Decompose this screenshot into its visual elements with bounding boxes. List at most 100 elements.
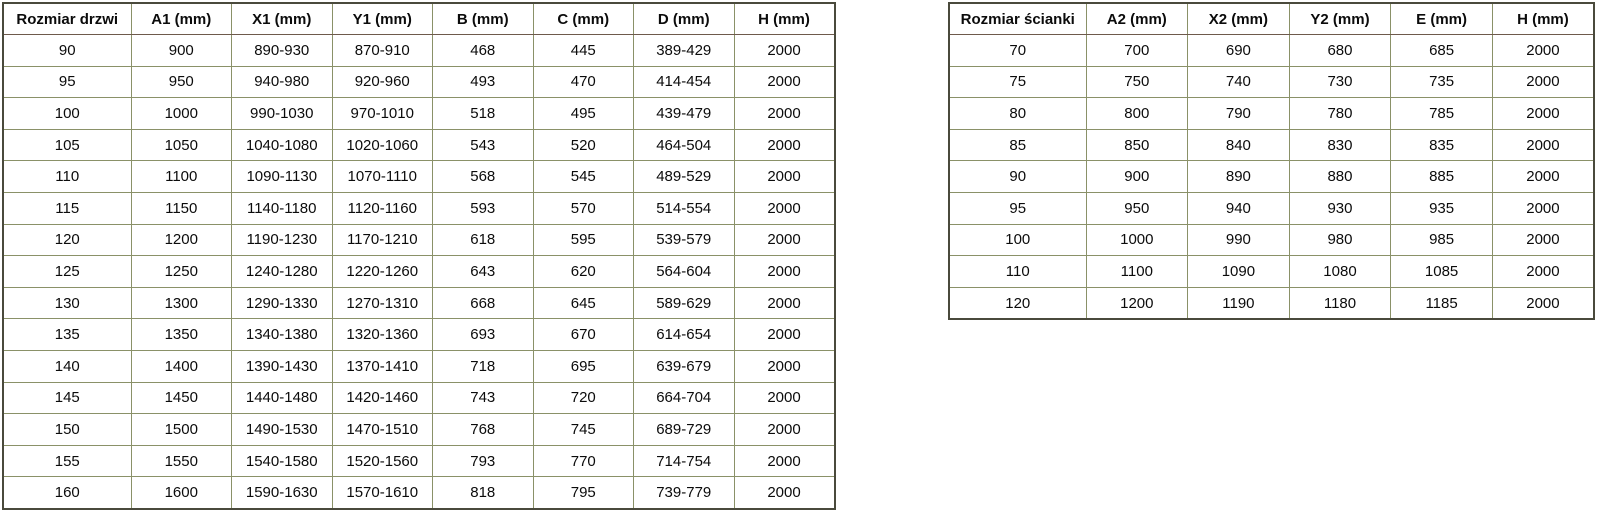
table-cell: 1140-1180 <box>231 191 333 225</box>
table-cell: 120 <box>2 223 132 257</box>
table-cell: 1320-1360 <box>331 318 433 351</box>
table-cell: 890 <box>1187 160 1290 193</box>
table-cell: 800 <box>1085 97 1189 130</box>
table-cell: 593 <box>432 191 534 225</box>
column-header: Rozmiar ścianki <box>948 2 1087 35</box>
table-cell: 105 <box>2 128 132 162</box>
table-row: 95 950 940 930 935 2000 <box>948 191 1595 225</box>
column-header: Y1 (mm) <box>331 2 433 35</box>
table-cell: 700 <box>1085 34 1189 67</box>
table-row: 155 1550 1540-1580 1520-1560 793 770 714-754 20… <box>2 444 835 478</box>
table-cell: 470 <box>532 65 634 99</box>
table-cell: 1100 <box>130 160 232 193</box>
table-cell: 735 <box>1390 65 1493 99</box>
table-cell: 770 <box>532 444 634 478</box>
table-cell: 743 <box>432 381 534 415</box>
table-cell: 1150 <box>130 191 232 225</box>
table-cell: 518 <box>432 97 534 130</box>
table-cell: 1440-1480 <box>231 381 333 415</box>
column-header: H (mm) <box>733 2 835 35</box>
table-row: 95 950 940-980 920-960 493 470 414-454 2000 <box>2 65 835 99</box>
table-cell: 595 <box>532 223 634 257</box>
header-row: Rozmiar drzwi A1 (mm) X1 (mm) Y1 (mm) B (mm)… <box>2 2 835 35</box>
table-cell: 793 <box>432 444 534 478</box>
table-cell: 2000 <box>1491 255 1595 288</box>
table-cell: 680 <box>1288 34 1392 67</box>
table-cell: 645 <box>532 286 634 320</box>
table-cell: 835 <box>1390 128 1493 162</box>
table-cell: 620 <box>532 255 634 288</box>
table-cell: 740 <box>1187 65 1290 99</box>
table-row: 110 1100 1090 1080 1085 2000 <box>948 255 1595 288</box>
table-cell: 2000 <box>1491 223 1595 257</box>
table-row: 130 1300 1290-1330 1270-1310 668 645 589-629 20… <box>2 286 835 320</box>
table-cell: 990-1030 <box>231 97 333 130</box>
wall-panel-sizes-table: Rozmiar ścianki A2 (mm) X2 (mm) Y2 (mm) E (m… <box>948 2 1595 321</box>
table-cell: 110 <box>2 160 132 193</box>
table-cell: 2000 <box>733 381 835 415</box>
table-cell: 985 <box>1390 223 1493 257</box>
table-cell: 90 <box>948 160 1087 193</box>
table-cell: 795 <box>532 476 634 510</box>
table-cell: 970-1010 <box>331 97 433 130</box>
table-cell: 70 <box>948 34 1087 67</box>
table-cell: 1000 <box>130 97 232 130</box>
table-row: 100 1000 990 980 985 2000 <box>948 223 1595 257</box>
table-cell: 695 <box>532 349 634 383</box>
table-cell: 514-554 <box>633 191 735 225</box>
table-cell: 150 <box>2 413 132 446</box>
table-row: 70 700 690 680 685 2000 <box>948 34 1595 67</box>
column-header: Rozmiar drzwi <box>2 2 132 35</box>
table-cell: 618 <box>432 223 534 257</box>
table-cell: 685 <box>1390 34 1493 67</box>
table-cell: 900 <box>1085 160 1189 193</box>
table-cell: 940 <box>1187 191 1290 225</box>
table-cell: 489-529 <box>633 160 735 193</box>
table-cell: 130 <box>2 286 132 320</box>
table-cell: 564-604 <box>633 255 735 288</box>
table-cell: 643 <box>432 255 534 288</box>
table-cell: 2000 <box>1491 34 1595 67</box>
table-cell: 155 <box>2 444 132 478</box>
table-cell: 1085 <box>1390 255 1493 288</box>
table-cell: 693 <box>432 318 534 351</box>
table-cell: 1340-1380 <box>231 318 333 351</box>
table-cell: 980 <box>1288 223 1392 257</box>
table-cell: 1190 <box>1187 286 1290 320</box>
table-cell: 115 <box>2 191 132 225</box>
table-cell: 570 <box>532 191 634 225</box>
table-cell: 439-479 <box>633 97 735 130</box>
table-cell: 1600 <box>130 476 232 510</box>
table-cell: 495 <box>532 97 634 130</box>
table-cell: 1090 <box>1187 255 1290 288</box>
table-row: 150 1500 1490-1530 1470-1510 768 745 689-729 20… <box>2 413 835 446</box>
table-cell: 1080 <box>1288 255 1392 288</box>
table-cell: 493 <box>432 65 534 99</box>
table-cell: 589-629 <box>633 286 735 320</box>
table-cell: 1520-1560 <box>331 444 433 478</box>
table-cell: 900 <box>130 34 232 67</box>
table-row: 85 850 840 830 835 2000 <box>948 128 1595 162</box>
table-cell: 935 <box>1390 191 1493 225</box>
table-cell: 1200 <box>130 223 232 257</box>
table-cell: 2000 <box>733 160 835 193</box>
table-cell: 100 <box>948 223 1087 257</box>
table-cell: 940-980 <box>231 65 333 99</box>
table-cell: 1220-1260 <box>331 255 433 288</box>
column-header: B (mm) <box>432 2 534 35</box>
table-cell: 1350 <box>130 318 232 351</box>
table-cell: 90 <box>2 34 132 67</box>
table-cell: 1190-1230 <box>231 223 333 257</box>
table-cell: 2000 <box>733 255 835 288</box>
table-cell: 690 <box>1187 34 1290 67</box>
table-cell: 1240-1280 <box>231 255 333 288</box>
table-cell: 2000 <box>733 97 835 130</box>
table-cell: 668 <box>432 286 534 320</box>
table-row: 75 750 740 730 735 2000 <box>948 65 1595 99</box>
table-cell: 745 <box>532 413 634 446</box>
table-cell: 2000 <box>733 128 835 162</box>
table-cell: 414-454 <box>633 65 735 99</box>
table-cell: 785 <box>1390 97 1493 130</box>
table-cell: 125 <box>2 255 132 288</box>
table-cell: 1070-1110 <box>331 160 433 193</box>
